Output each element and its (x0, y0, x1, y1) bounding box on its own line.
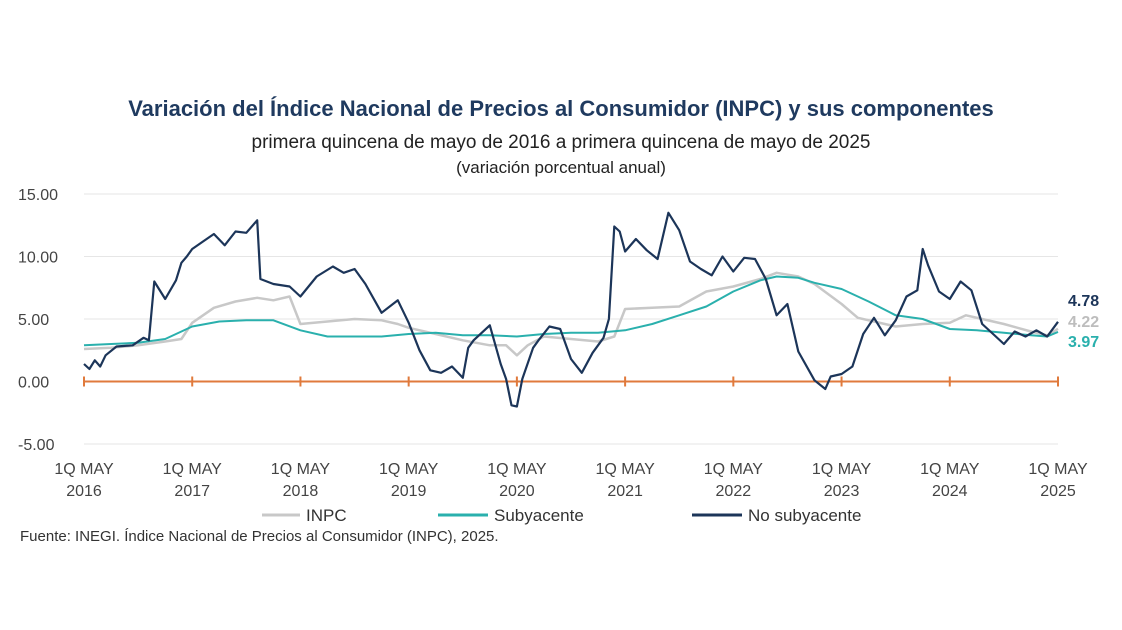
end-value-label-no-subyacente: 4.78 (1068, 293, 1099, 310)
x-tick-label: 1Q MAY (379, 461, 439, 478)
x-tick-label-year: 2017 (174, 483, 210, 500)
chart-unit-label: (variación porcentual anual) (456, 158, 666, 177)
x-tick-label-year: 2018 (283, 483, 319, 500)
end-value-label-subyacente: 3.97 (1068, 334, 1099, 351)
x-tick-label-year: 2022 (716, 483, 752, 500)
x-tick-label: 1Q MAY (1028, 461, 1088, 478)
legend-label-no-subyacente: No subyacente (748, 506, 861, 525)
source-note: Fuente: INEGI. Índice Nacional de Precio… (20, 528, 499, 545)
y-tick-label: 15.00 (18, 187, 58, 204)
end-value-label-inpc: 4.22 (1068, 314, 1099, 331)
y-tick-label: 5.00 (18, 312, 49, 329)
x-tick-label: 1Q MAY (920, 461, 980, 478)
x-tick-label-year: 2025 (1040, 483, 1076, 500)
chart-title: Variación del Índice Nacional de Precios… (128, 96, 994, 121)
x-tick-label: 1Q MAY (487, 461, 547, 478)
x-tick-label: 1Q MAY (595, 461, 655, 478)
x-tick-label-year: 2024 (932, 483, 968, 500)
y-tick-label: -5.00 (18, 437, 55, 454)
x-tick-label-year: 2019 (391, 483, 427, 500)
legend-label-subyacente: Subyacente (494, 506, 584, 525)
x-tick-label: 1Q MAY (812, 461, 872, 478)
x-tick-label: 1Q MAY (704, 461, 764, 478)
x-tick-label-year: 2023 (824, 483, 860, 500)
x-tick-label-year: 2020 (499, 483, 535, 500)
legend-label-inpc: INPC (306, 506, 347, 525)
x-tick-label: 1Q MAY (271, 461, 331, 478)
chart-subtitle: primera quincena de mayo de 2016 a prime… (251, 132, 871, 153)
y-tick-label: 0.00 (18, 375, 49, 392)
x-tick-label-year: 2021 (607, 483, 643, 500)
x-tick-label-year: 2016 (66, 483, 102, 500)
x-tick-label: 1Q MAY (54, 461, 114, 478)
series-line-inpc (83, 271, 1059, 357)
y-tick-label: 10.00 (18, 250, 58, 267)
series-line-subyacente (83, 275, 1059, 347)
series-line-no-subyacente (83, 211, 1059, 408)
x-tick-label: 1Q MAY (163, 461, 223, 478)
